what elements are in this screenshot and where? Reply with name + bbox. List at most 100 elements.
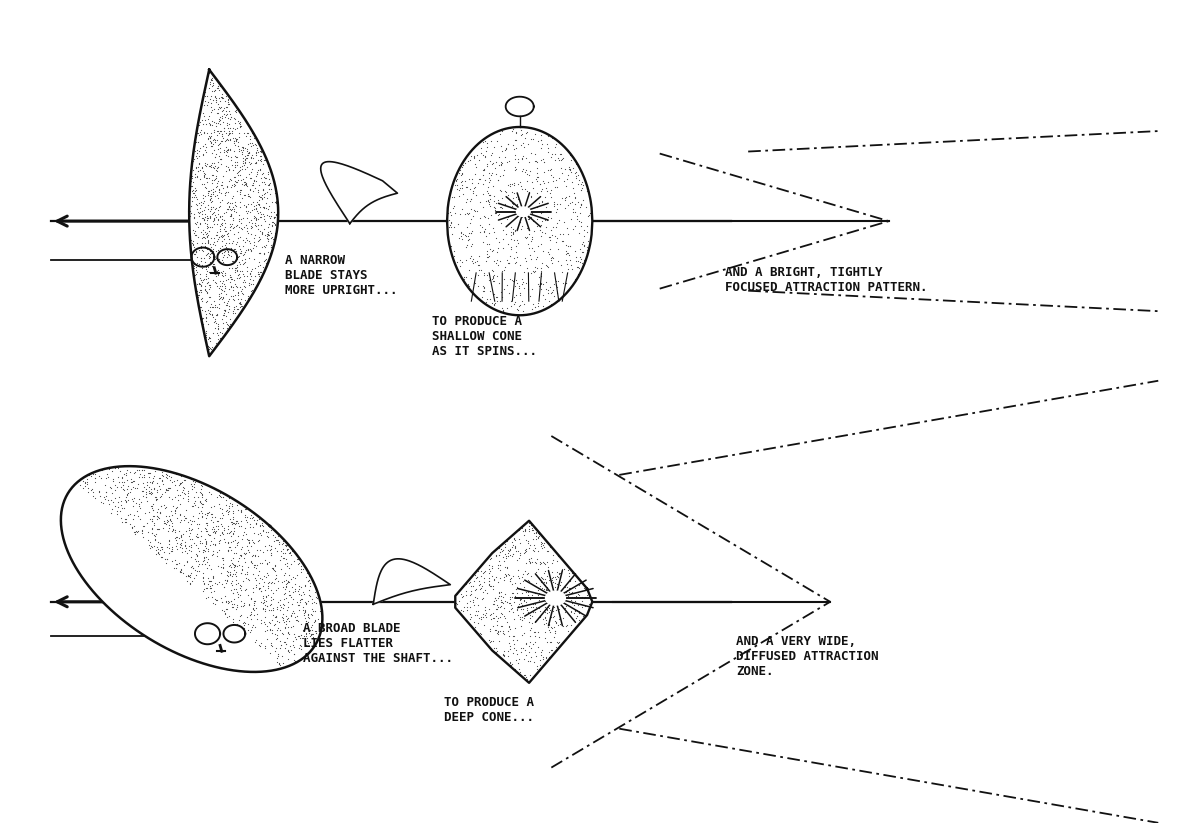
Point <box>198 220 217 233</box>
Point <box>206 228 225 241</box>
Point <box>532 229 551 242</box>
Point <box>232 533 251 546</box>
Point <box>461 250 480 263</box>
Point <box>234 616 253 629</box>
Point <box>539 605 558 619</box>
Point <box>216 104 235 117</box>
Point <box>294 562 313 576</box>
Point <box>192 128 211 141</box>
Point <box>236 567 255 581</box>
Polygon shape <box>373 559 451 605</box>
Point <box>211 195 230 208</box>
Point <box>184 223 203 237</box>
Point <box>243 151 262 165</box>
Point <box>300 611 319 624</box>
Point <box>197 229 216 242</box>
Point <box>130 493 149 506</box>
Point <box>254 202 273 215</box>
Point <box>111 465 130 478</box>
Point <box>566 605 585 618</box>
Point <box>113 483 132 496</box>
Point <box>507 647 526 660</box>
Point <box>219 90 238 103</box>
Point <box>202 241 221 254</box>
Point <box>192 294 211 307</box>
Point <box>236 200 255 213</box>
Point <box>494 601 513 614</box>
Point <box>242 539 261 552</box>
Point <box>76 476 94 489</box>
Point <box>242 136 261 150</box>
Point <box>565 599 584 612</box>
Point <box>215 122 234 135</box>
Point <box>267 197 286 210</box>
Point <box>224 528 243 541</box>
Point <box>306 624 324 638</box>
Point <box>559 189 578 203</box>
Point <box>211 153 230 166</box>
Point <box>467 204 486 218</box>
Point <box>286 630 304 643</box>
Point <box>184 571 203 585</box>
Point <box>537 201 556 214</box>
Point <box>240 130 258 143</box>
Point <box>480 189 499 202</box>
Point <box>198 98 217 112</box>
Point <box>237 151 256 165</box>
Point <box>196 260 215 273</box>
Point <box>519 654 538 667</box>
Point <box>221 567 240 581</box>
Point <box>216 269 235 282</box>
Point <box>229 250 248 263</box>
Point <box>229 590 248 604</box>
Point <box>249 154 268 167</box>
Point <box>493 305 512 318</box>
Point <box>244 174 263 187</box>
Point <box>468 269 487 282</box>
Point <box>245 536 264 549</box>
Point <box>492 124 511 137</box>
Point <box>244 561 263 574</box>
Point <box>524 214 543 227</box>
Point <box>234 574 253 587</box>
Point <box>157 509 176 523</box>
Text: A NARROW
BLADE STAYS
MORE UPRIGHT...: A NARROW BLADE STAYS MORE UPRIGHT... <box>286 254 398 297</box>
Point <box>216 304 235 317</box>
Point <box>182 479 201 492</box>
Point <box>230 213 249 226</box>
Point <box>248 608 267 621</box>
Point <box>283 634 302 648</box>
Point <box>503 222 522 236</box>
Point <box>171 508 190 521</box>
Point <box>224 300 243 313</box>
Point <box>566 158 585 171</box>
Point <box>486 197 505 210</box>
Point <box>242 139 261 152</box>
Point <box>228 218 247 232</box>
Point <box>218 142 237 155</box>
Point <box>221 280 240 293</box>
Point <box>204 315 223 328</box>
Point <box>196 507 215 520</box>
Point <box>519 138 538 151</box>
Point <box>229 303 248 316</box>
Point <box>448 256 467 269</box>
Point <box>274 614 293 627</box>
Point <box>247 198 266 212</box>
Point <box>301 629 320 642</box>
Point <box>289 614 308 628</box>
Point <box>263 608 282 621</box>
Point <box>514 281 533 294</box>
Point <box>216 239 235 252</box>
Point <box>256 154 275 167</box>
Point <box>204 214 223 227</box>
Point <box>299 607 317 620</box>
Point <box>563 597 582 610</box>
Point <box>206 180 225 194</box>
Point <box>155 545 173 558</box>
Point <box>186 529 205 543</box>
Point <box>537 283 556 296</box>
Point <box>86 491 105 504</box>
Point <box>216 240 235 253</box>
Point <box>219 560 238 573</box>
